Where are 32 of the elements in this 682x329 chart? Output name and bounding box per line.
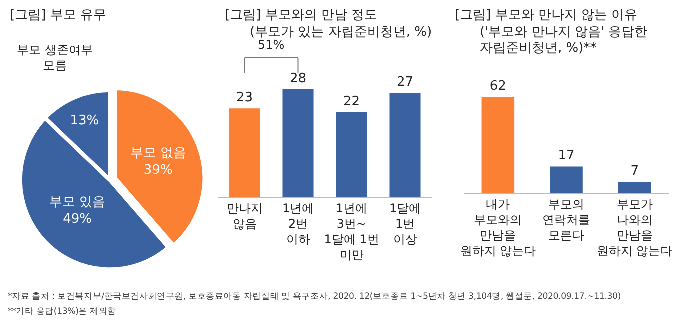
data-label: 39% xyxy=(144,162,173,178)
bar xyxy=(229,108,260,197)
data-label: 62 xyxy=(490,79,506,94)
data-label: 27 xyxy=(396,75,414,90)
x-tick-label: 1달에 1번 이상 xyxy=(389,201,422,247)
data-label: 13% xyxy=(70,113,100,128)
slice-label: 부모 생존여부 모름 xyxy=(17,43,93,73)
data-label: 23 xyxy=(236,90,254,106)
data-label: 28 xyxy=(290,71,307,86)
slice-label: 부모 있음 xyxy=(49,195,106,210)
chart-subtitle: (부모가 있는 자립준비청년, %) xyxy=(250,25,432,40)
chart-title: [그림] 부모 유무 xyxy=(10,8,106,24)
chart-subtitle: ('부모와 만나지 않음' 응답한 자립준비청년, %)** xyxy=(480,25,648,57)
x-tick-label: 내가 부모와의 만남을 원하지 않는다 xyxy=(460,197,536,258)
data-label: 17 xyxy=(558,148,575,164)
chart-title: [그림] 부모와의 만남 정도 xyxy=(225,8,378,24)
slice-label: 부모 없음 xyxy=(130,146,186,161)
data-label: 49% xyxy=(63,212,92,227)
x-tick-label: 부모의 연락처를 모른다 xyxy=(542,197,590,243)
x-tick-label: 부모가 나와의 만남을 원하지 않는다 xyxy=(596,197,673,258)
data-label: 7 xyxy=(630,164,639,180)
x-tick-label: 만나지 않음 xyxy=(226,201,263,231)
text: **기타 응답(13%)은 제외함 xyxy=(8,307,116,317)
chart-title: [그림] 부모와 만나지 않는 이유 xyxy=(455,8,638,24)
x-tick-label: 1년에 2번 이하 xyxy=(282,201,314,247)
bar xyxy=(282,89,314,197)
text: *자료 출처 : 보건복지부/한국보건사회연구원, 보호종료아동 자립실태 및 욕구조사, 2020. 12(보호종료 1~5년차 청년 3,104명, 웹설문, 2020.09.17.~11.30) xyxy=(8,292,621,302)
bar xyxy=(390,93,421,197)
bar xyxy=(336,112,368,197)
data-label: 22 xyxy=(343,94,360,110)
text: 51% xyxy=(258,38,285,52)
x-tick-label: 1년에 3번~ 1달에 1번 미만 xyxy=(324,201,380,262)
